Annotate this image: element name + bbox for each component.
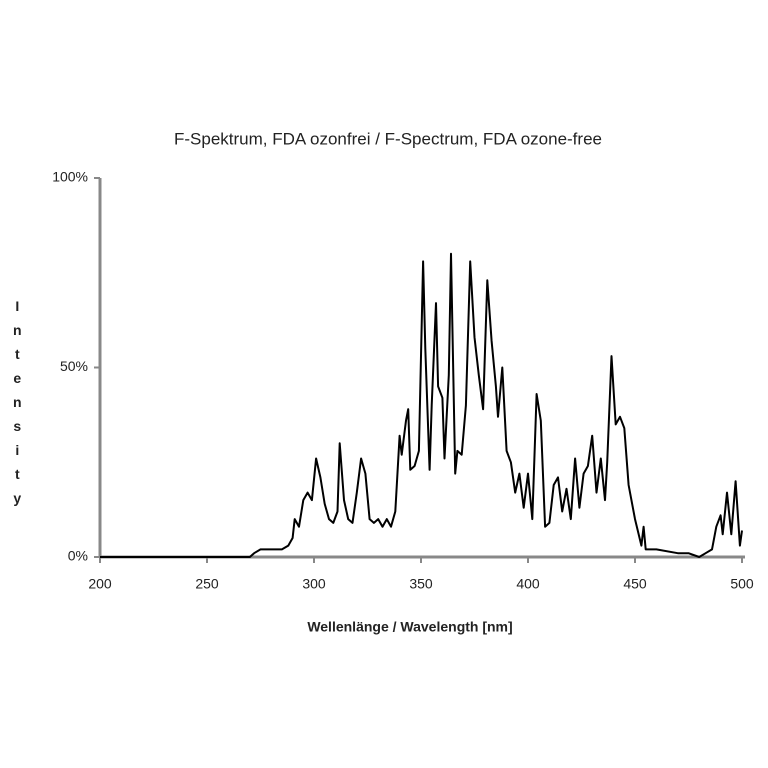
x-tick-label: 250 [195,576,219,592]
chart-title: F-Spektrum, FDA ozonfrei / F-Spectrum, F… [174,129,602,148]
y-tick-label: 100% [52,169,88,185]
data-line [100,252,743,558]
x-tick-label: 350 [409,576,433,592]
x-tick-label: 200 [88,576,112,592]
x-axis-label: Wellenlänge / Wavelength [nm] [307,619,512,635]
x-tick-label: 400 [516,576,540,592]
x-tick-label: 300 [302,576,326,592]
y-tick-label: 0% [68,548,88,564]
x-tick-label: 500 [730,576,754,592]
y-tick-label: 50% [60,358,88,374]
x-tick-label: 450 [623,576,647,592]
y-axis-label: Intensity [9,298,25,514]
